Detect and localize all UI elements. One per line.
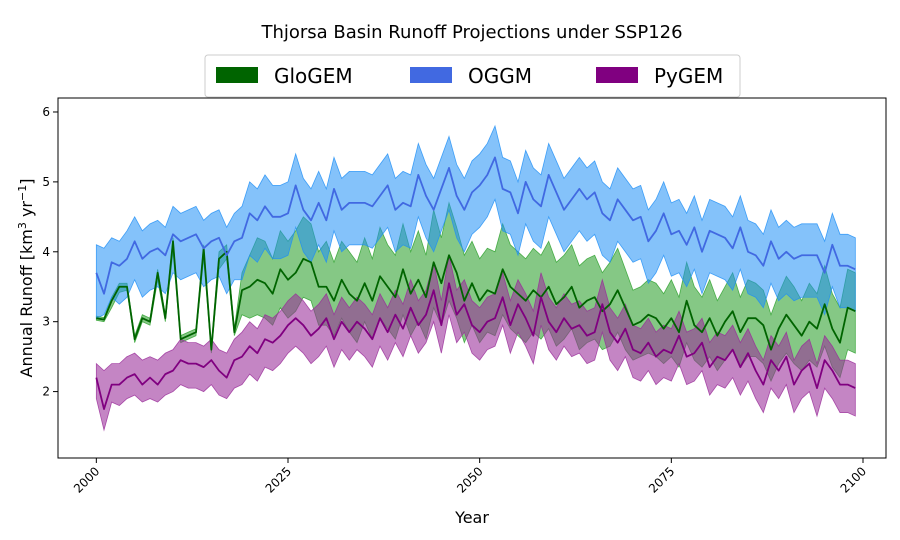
glogem-legend-swatch: [216, 67, 258, 83]
plot-area: [57, 97, 887, 459]
series-lines: [95, 156, 856, 410]
plot-frame: [57, 97, 887, 459]
legend: GloGEM OGGM PyGEM: [204, 54, 741, 98]
oggm-mean-line: [95, 156, 856, 295]
y-axis-title-mid: yr: [17, 201, 36, 223]
x-axis: 2000 2025 2050 2075 2100: [71, 458, 869, 496]
x-tick-label: 2025: [263, 464, 294, 495]
y-axis-title-sup1: 3: [16, 222, 29, 229]
y-axis: 2 3 4 5 6: [42, 105, 58, 399]
series-bands: [95, 124, 856, 432]
x-tick-label: 2000: [71, 464, 102, 495]
pygem-legend-label: PyGEM: [654, 64, 723, 88]
x-tick-label: 2050: [454, 464, 485, 495]
x-tick-label: 2075: [646, 464, 677, 495]
y-axis-title: Annual Runoff [km3 yr−1]: [16, 179, 36, 378]
y-tick-label: 2: [42, 385, 50, 399]
pygem-legend-swatch: [596, 67, 638, 83]
y-tick-label: 5: [42, 175, 50, 189]
y-tick-label: 4: [42, 245, 50, 259]
x-axis-title: Year: [454, 508, 489, 527]
y-axis-title-end: ]: [17, 179, 36, 185]
chart-title: Thjorsa Basin Runoff Projections under S…: [260, 22, 682, 43]
pygem-band: [95, 255, 856, 432]
oggm-legend-swatch: [410, 67, 452, 83]
legend-frame: [204, 54, 741, 98]
y-tick-label: 6: [42, 105, 50, 119]
y-axis-title-sup2: −1: [16, 185, 29, 201]
y-axis-title-main: Annual Runoff [km: [17, 229, 36, 377]
glogem-mean-line: [96, 240, 856, 351]
oggm-legend-label: OGGM: [468, 64, 532, 88]
glogem-legend-label: GloGEM: [274, 64, 353, 88]
y-tick-label: 3: [42, 315, 50, 329]
pygem-mean-line: [95, 282, 856, 410]
x-tick-label: 2100: [838, 464, 869, 495]
